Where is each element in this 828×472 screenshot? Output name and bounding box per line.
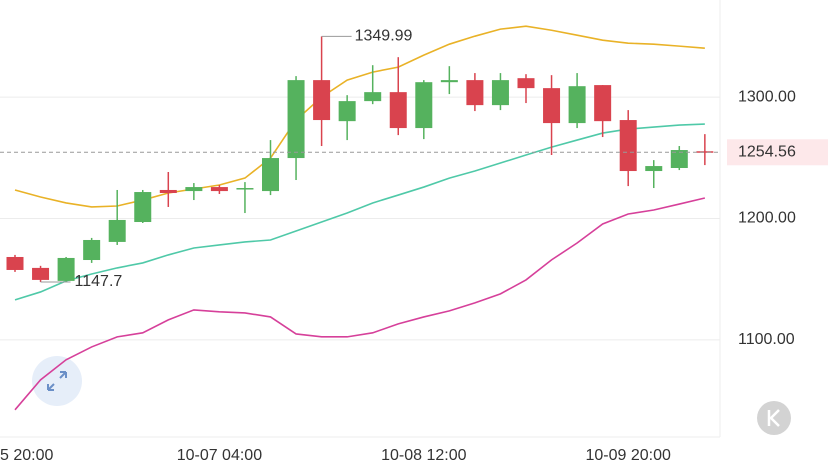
candle-body [6, 256, 24, 270]
k-icon [767, 409, 780, 427]
x-tick-label: 10-08 12:00 [381, 447, 467, 464]
candle-body [32, 267, 50, 280]
candle-body [440, 80, 458, 83]
candle-body [159, 189, 177, 194]
candle-body [338, 101, 356, 122]
high-label: 1349.99 [355, 28, 413, 45]
candle-body [543, 88, 561, 124]
y-tick-label: 1100.00 [738, 331, 795, 348]
candle-body [134, 192, 152, 223]
candle-body [313, 80, 331, 121]
candle-body [108, 219, 126, 242]
band-line [14, 25, 705, 208]
expand-button[interactable] [32, 356, 82, 406]
candle-body [262, 158, 279, 192]
band-line [14, 123, 705, 301]
candle-body [568, 86, 586, 124]
candle-body [645, 166, 663, 172]
candle-body [517, 78, 535, 89]
candle-body [594, 85, 612, 122]
x-tick-label: 10-07 04:00 [177, 447, 263, 464]
candle-body [83, 239, 101, 261]
x-tick-label: 5 20:00 [0, 447, 53, 464]
k-button-bg[interactable] [757, 401, 791, 435]
candle-body [619, 120, 637, 172]
candle-body [287, 80, 305, 159]
band-line [14, 197, 706, 411]
expand-icon [47, 371, 67, 391]
x-tick-label: 10-09 20:00 [585, 447, 671, 464]
candle-body [415, 82, 433, 129]
candle-body [670, 150, 688, 169]
y-tick-label: 1200.00 [738, 210, 796, 227]
last-price-label: 1254.56 [738, 143, 796, 160]
candle-body [389, 92, 407, 129]
candle-body [466, 80, 484, 106]
expand-button-bg[interactable] [32, 356, 82, 406]
candle-body [364, 92, 382, 102]
candle-body [185, 187, 203, 192]
y-tick-label: 1300.00 [738, 88, 796, 105]
candle-body [57, 257, 75, 281]
candle-body [236, 188, 254, 190]
candle-body [491, 80, 509, 106]
last-price-box [727, 139, 828, 166]
low-label: 1147.7 [75, 273, 123, 290]
candle-body [696, 151, 714, 153]
k-button[interactable] [757, 401, 791, 435]
candle-body [210, 187, 228, 192]
